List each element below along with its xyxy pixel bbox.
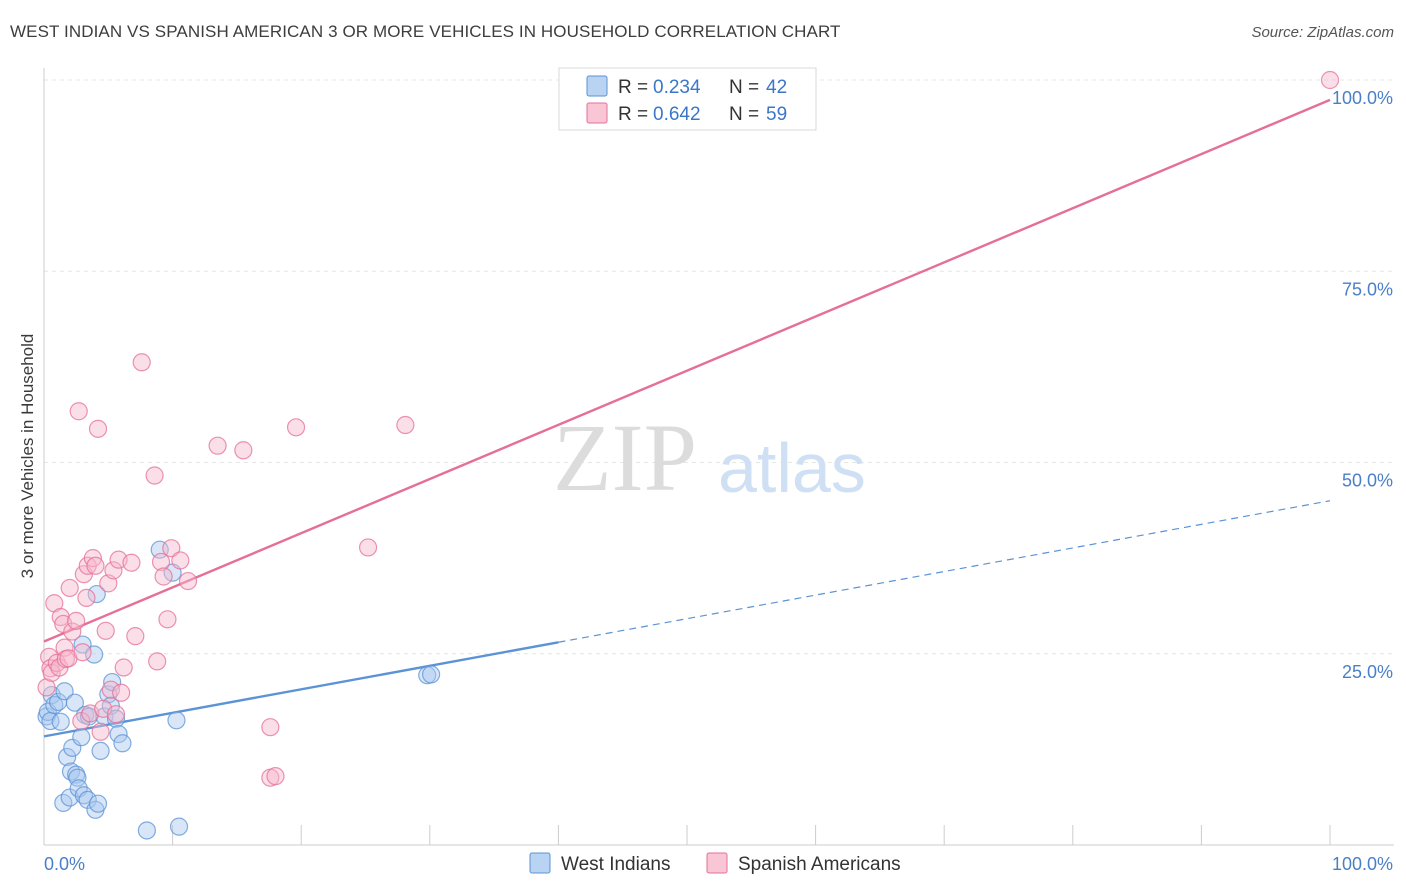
stats-n-label-west-indians: N =: [729, 77, 759, 98]
y-axis-title: 3 or more Vehicles in Household: [18, 334, 37, 579]
watermark-atlas: atlas: [718, 429, 866, 507]
point-west-indians: [67, 765, 86, 784]
point-west-indians: [58, 747, 77, 767]
point-west-indians: [421, 665, 441, 684]
y-tick-label: 50.0%: [1342, 471, 1393, 491]
watermark: ZIP atlas: [553, 404, 866, 511]
legend-swatch-west-indians: [529, 852, 551, 874]
y-tick-label: 75.0%: [1342, 279, 1393, 299]
point-spanish-americans: [106, 705, 126, 724]
stats-legend: R = 0.234 N = 42 R = 0.642 N = 59: [558, 67, 817, 131]
point-spanish-americans: [396, 415, 415, 435]
point-spanish-americans: [154, 567, 173, 586]
point-spanish-americans: [69, 402, 88, 421]
point-spanish-americans: [234, 441, 253, 460]
point-spanish-americans: [145, 466, 164, 485]
point-west-indians: [88, 794, 108, 813]
point-spanish-americans: [286, 418, 306, 437]
trend-lines: [43, 98, 1331, 738]
trend-line-spanish-americans: [43, 98, 1331, 643]
stats-r-label-spanish-americans: R =: [618, 104, 648, 125]
point-spanish-americans: [171, 551, 190, 570]
point-spanish-americans: [114, 658, 133, 677]
point-spanish-americans: [112, 683, 131, 702]
x-tick-label: 100.0%: [1332, 854, 1393, 874]
trend-line-extension-west-indians: [558, 500, 1331, 643]
point-spanish-americans: [67, 611, 86, 630]
point-spanish-americans: [88, 419, 108, 438]
point-spanish-americans: [73, 643, 92, 662]
point-west-indians: [113, 734, 132, 753]
stats-r-value-west-indians: 0.234: [653, 77, 701, 98]
y-tick-label: 25.0%: [1342, 662, 1393, 682]
chart-title: WEST INDIAN VS SPANISH AMERICAN 3 OR MOR…: [10, 22, 841, 41]
point-spanish-americans: [158, 610, 177, 629]
watermark-zip: ZIP: [553, 404, 697, 511]
trend-line-west-indians: [43, 641, 559, 738]
point-west-indians: [87, 584, 106, 604]
point-spanish-americans: [358, 538, 378, 557]
point-west-indians: [95, 707, 114, 726]
point-west-indians: [78, 790, 97, 809]
point-spanish-americans: [104, 561, 123, 580]
point-west-indians: [72, 728, 91, 747]
x-tick-label: 0.0%: [44, 854, 85, 874]
point-spanish-americans: [101, 680, 120, 699]
point-west-indians: [109, 724, 128, 744]
point-spanish-americans: [60, 578, 79, 598]
stats-n-value-west-indians: 42: [766, 77, 787, 98]
point-spanish-americans: [266, 767, 285, 786]
legend-swatch-spanish-americans: [706, 852, 728, 874]
point-west-indians: [65, 693, 84, 712]
point-west-indians: [51, 712, 70, 731]
stats-n-label-spanish-americans: N =: [729, 104, 759, 125]
point-spanish-americans: [63, 622, 82, 641]
point-west-indians: [167, 711, 186, 730]
point-spanish-americans: [148, 652, 167, 671]
point-spanish-americans: [126, 627, 145, 646]
gridlines: [44, 79, 1394, 655]
point-spanish-americans: [122, 553, 141, 572]
stats-n-value-spanish-americans: 59: [766, 104, 787, 125]
legend-label-spanish-americans: Spanish Americans: [738, 854, 901, 875]
point-west-indians: [85, 645, 104, 664]
point-west-indians: [169, 817, 189, 836]
point-spanish-americans: [132, 353, 151, 372]
point-west-indians: [106, 709, 126, 728]
point-spanish-americans: [77, 588, 96, 608]
stats-swatch-spanish-americans: [586, 102, 608, 124]
point-spanish-americans: [151, 552, 171, 572]
tick-labels: 25.0% 50.0% 75.0% 100.0% 0.0% 100.0%: [44, 88, 1393, 874]
point-spanish-americans: [208, 436, 227, 455]
source-note: Source: ZipAtlas.com: [1251, 24, 1394, 41]
point-spanish-americans: [1320, 70, 1340, 90]
point-spanish-americans: [96, 621, 115, 640]
point-west-indians: [55, 682, 74, 701]
point-spanish-americans: [55, 638, 74, 657]
point-spanish-americans: [91, 722, 110, 741]
legend-label-west-indians: West Indians: [561, 854, 670, 875]
point-west-indians: [91, 741, 110, 761]
stats-r-label-west-indians: R =: [618, 77, 648, 98]
stats-r-value-spanish-americans: 0.642: [653, 104, 701, 125]
point-spanish-americans: [178, 571, 198, 591]
y-tick-label: 100.0%: [1332, 88, 1393, 108]
point-spanish-americans: [261, 718, 280, 737]
point-west-indians: [73, 635, 92, 654]
stats-swatch-west-indians: [586, 75, 608, 97]
point-west-indians: [137, 821, 156, 840]
point-spanish-americans: [86, 556, 105, 575]
series-legend: West Indians Spanish Americans: [529, 852, 901, 875]
data-points: [37, 70, 1340, 840]
point-spanish-americans: [162, 539, 181, 558]
